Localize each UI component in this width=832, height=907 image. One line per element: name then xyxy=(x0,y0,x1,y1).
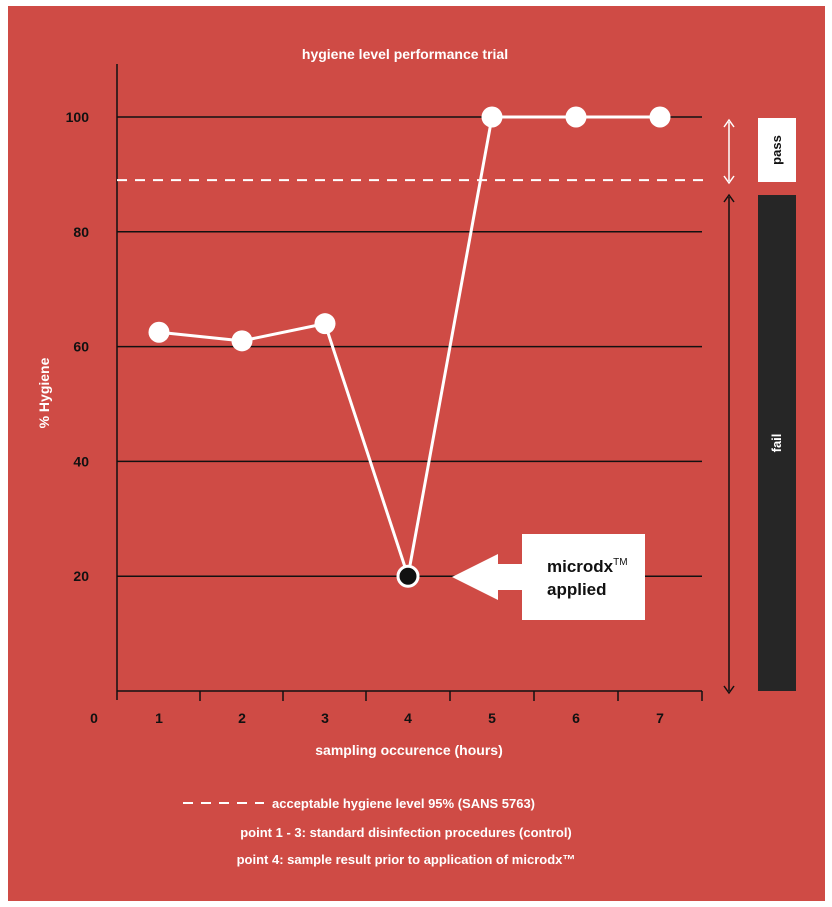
x-tick-label: 2 xyxy=(238,710,246,726)
y-tick-label: 60 xyxy=(73,339,89,355)
x-tick-label: 5 xyxy=(488,710,496,726)
x-tick-label: 3 xyxy=(321,710,329,726)
y-tick-label: 40 xyxy=(73,453,89,469)
data-point xyxy=(649,106,671,128)
threshold-legend-text: acceptable hygiene level 95% (SANS 5763) xyxy=(272,796,535,811)
note-point4: point 4: sample result prior to applicat… xyxy=(237,852,576,867)
pass-label: pass xyxy=(769,135,784,165)
x-tick-label: 6 xyxy=(572,710,580,726)
pass-fail-bands: pass fail xyxy=(723,118,796,695)
chart-panel: hygiene level performance trial % Hygien… xyxy=(8,6,825,901)
annotation-line1-sup: TM xyxy=(613,557,627,568)
microdx-annotation: microdxTM applied xyxy=(452,534,645,620)
y-tick-label: 80 xyxy=(73,224,89,240)
data-point xyxy=(231,330,253,352)
y-tick-label: 100 xyxy=(66,109,90,125)
data-point xyxy=(314,313,336,335)
fail-range-arrow-top xyxy=(723,193,735,203)
note-control: point 1 - 3: standard disinfection proce… xyxy=(240,825,572,840)
chart-background xyxy=(8,6,825,901)
chart-title: hygiene level performance trial xyxy=(302,46,508,62)
annotation-box xyxy=(522,534,645,620)
data-point xyxy=(148,321,170,343)
annotation-line1-text: microdx xyxy=(547,557,614,576)
fail-box xyxy=(758,195,796,691)
annotation-line1: microdxTM xyxy=(547,557,628,576)
pass-range-arrow-top xyxy=(723,118,735,128)
x-tick-label: 4 xyxy=(404,710,412,726)
x-tick-label: 7 xyxy=(656,710,664,726)
y-tick-label: 20 xyxy=(73,568,89,584)
pass-range-arrow-bottom xyxy=(723,175,735,185)
fail-range-arrow-bottom xyxy=(723,685,735,695)
legend: acceptable hygiene level 95% (SANS 5763)… xyxy=(183,796,575,867)
x-axis-label: sampling occurence (hours) xyxy=(315,742,502,758)
fail-label: fail xyxy=(769,434,784,453)
x-tick-label: 0 xyxy=(90,710,98,726)
data-point-highlighted xyxy=(396,564,420,588)
data-point xyxy=(481,106,503,128)
y-axis-label: % Hygiene xyxy=(36,357,52,428)
annotation-line2: applied xyxy=(547,580,607,599)
chart: hygiene level performance trial % Hygien… xyxy=(8,6,825,901)
data-point xyxy=(565,106,587,128)
x-tick-label: 1 xyxy=(155,710,163,726)
axis-layer: 20 40 60 80 100 0 1 2 3 4 5 6 7 xyxy=(66,64,703,726)
series-layer xyxy=(148,106,671,588)
annotation-arrow xyxy=(452,554,522,600)
pass-box xyxy=(758,118,796,182)
